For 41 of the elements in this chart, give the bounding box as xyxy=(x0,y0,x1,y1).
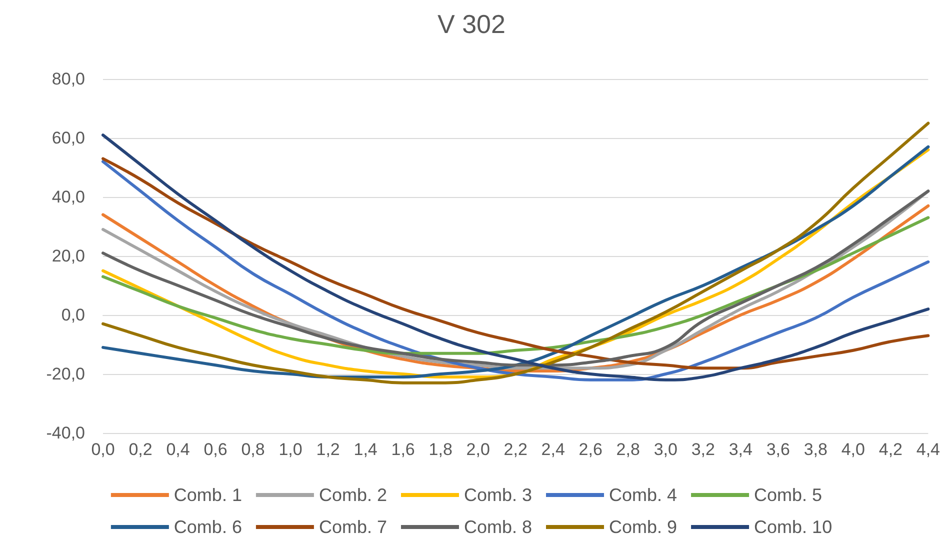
legend-label: Comb. 1 xyxy=(174,485,242,505)
x-tick-label: 3,2 xyxy=(691,440,715,459)
x-tick-label: 4,4 xyxy=(916,440,940,459)
x-tick-label: 2,4 xyxy=(541,440,565,459)
y-tick-label: 20,0 xyxy=(52,246,85,266)
legend-label: Comb. 2 xyxy=(318,485,387,505)
x-tick-label: 1,8 xyxy=(428,440,452,459)
y-tick-label: 40,0 xyxy=(52,188,85,206)
legend-label: Comb. 8 xyxy=(464,517,532,537)
legend-label: Comb. 3 xyxy=(464,485,532,505)
x-tick-label: 0,2 xyxy=(128,440,152,459)
x-tick-label: 0,4 xyxy=(166,440,190,459)
x-tick-label: 2,6 xyxy=(578,440,602,459)
y-tick-label: 0,0 xyxy=(61,306,85,324)
x-tick-label: 3,6 xyxy=(766,440,790,459)
x-tick-label: 2,2 xyxy=(504,440,528,459)
x-tick-label: 2,8 xyxy=(616,440,640,459)
x-tick-label: 0,6 xyxy=(204,440,228,459)
y-tick-label: 80,0 xyxy=(52,70,85,88)
legend-label: Comb. 7 xyxy=(318,517,387,537)
x-tick-label: 4,0 xyxy=(841,440,865,459)
y-tick-label: -20,0 xyxy=(46,364,85,384)
x-tick-label: 1,4 xyxy=(354,440,378,459)
legend-label: Comb. 6 xyxy=(174,517,242,537)
x-tick-label: 1,2 xyxy=(316,440,340,459)
legend-label: Comb. 4 xyxy=(609,485,678,505)
legend-label: Comb. 9 xyxy=(609,517,678,537)
y-tick-label: -40,0 xyxy=(46,424,85,442)
chart-title: V 302 xyxy=(438,9,506,39)
x-tick-label: 2,0 xyxy=(466,440,490,459)
x-tick-label: 0,0 xyxy=(91,440,115,459)
x-tick-label: 4,2 xyxy=(878,440,902,459)
x-tick-label: 1,6 xyxy=(391,440,415,459)
legend-label: Comb. 10 xyxy=(754,517,832,537)
legend-label: Comb. 5 xyxy=(754,485,822,505)
y-tick-label: 60,0 xyxy=(52,128,85,148)
x-tick-label: 1,0 xyxy=(278,440,302,459)
x-tick-label: 3,4 xyxy=(728,440,752,459)
x-tick-label: 0,8 xyxy=(241,440,265,459)
x-tick-label: 3,0 xyxy=(654,440,678,459)
x-tick-label: 3,8 xyxy=(804,440,828,459)
